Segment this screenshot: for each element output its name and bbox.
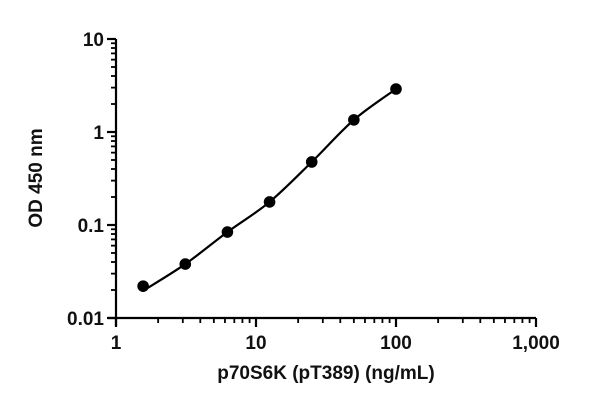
y-axis-title: OD 450 nm: [26, 128, 47, 227]
data-point: [263, 196, 276, 208]
data-points: [137, 83, 402, 292]
y-tick-label: 0.1: [78, 216, 105, 237]
y-tick-label: 10: [83, 30, 104, 51]
data-point: [221, 226, 234, 238]
x-tick-label: 1: [111, 333, 122, 354]
x-tick-label: 10: [245, 333, 266, 354]
data-point: [305, 156, 318, 168]
y-axis: 0.01 0.1 1 10: [67, 30, 118, 330]
x-axis-title: p70S6K (pT389) (ng/mL): [217, 363, 434, 384]
data-point: [179, 258, 192, 270]
x-axis: 1 10 100 1,000: [108, 316, 560, 354]
y-tick-label: 1: [93, 123, 104, 144]
x-tick-label: 1,000: [512, 333, 560, 354]
y-tick-label: 0.01: [67, 309, 104, 330]
x-tick-label: 100: [380, 333, 412, 354]
data-point: [390, 83, 402, 95]
data-point: [348, 114, 360, 126]
data-point: [137, 280, 149, 292]
